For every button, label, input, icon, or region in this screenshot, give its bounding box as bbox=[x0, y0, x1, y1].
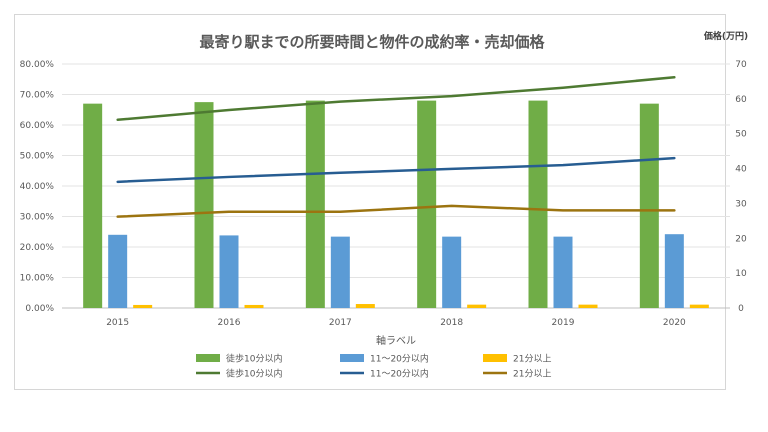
left-tick-label: 50.00% bbox=[20, 152, 55, 162]
x-tick-label: 2018 bbox=[440, 318, 463, 328]
bar bbox=[528, 100, 548, 308]
right-tick-label: 50 bbox=[735, 130, 747, 140]
series-line bbox=[116, 156, 676, 184]
legend-label: 11～20分以内 bbox=[370, 353, 429, 365]
right-tick-label: 30 bbox=[735, 199, 747, 209]
bar bbox=[639, 103, 659, 309]
x-tick-label: 2020 bbox=[663, 318, 686, 328]
left-axis-ticks: 0.00% 10.00% 20.00% 30.00% 40.00% 50.00% 60.00… bbox=[20, 60, 55, 314]
bar bbox=[553, 236, 573, 308]
right-tick-label: 70 bbox=[735, 60, 747, 70]
bar bbox=[689, 304, 709, 308]
bar bbox=[219, 235, 239, 308]
bar bbox=[305, 100, 325, 308]
legend-label: 11～20分以内 bbox=[370, 368, 429, 380]
bar bbox=[330, 236, 350, 308]
gridlines bbox=[62, 63, 730, 309]
legend-bar-swatch bbox=[340, 354, 364, 362]
series-line bbox=[116, 75, 676, 122]
bar bbox=[133, 304, 153, 308]
chart-title: 最寄り駅までの所要時間と物件の成約率・売却価格 bbox=[199, 33, 545, 51]
x-axis-ticks: 2015 2016 2017 2018 2019 2020 bbox=[106, 318, 686, 328]
bar bbox=[442, 236, 462, 308]
series-line bbox=[116, 204, 676, 218]
right-tick-label: 60 bbox=[735, 95, 747, 105]
legend-label: 徒歩10分以内 bbox=[226, 368, 282, 380]
bar bbox=[244, 304, 264, 308]
legend-bar-swatch bbox=[196, 354, 220, 362]
bar bbox=[108, 234, 128, 308]
bar bbox=[417, 100, 437, 308]
right-axis-title: 価格(万円) bbox=[703, 30, 748, 42]
left-tick-label: 30.00% bbox=[20, 213, 55, 223]
legend-label: 21分以上 bbox=[513, 369, 551, 380]
right-tick-label: 0 bbox=[738, 304, 744, 314]
left-tick-label: 10.00% bbox=[20, 274, 55, 284]
left-tick-label: 70.00% bbox=[20, 91, 55, 101]
bar bbox=[578, 304, 598, 308]
line-series-group bbox=[116, 75, 676, 218]
legend-bar-swatch bbox=[483, 354, 507, 362]
left-tick-label: 20.00% bbox=[20, 243, 55, 253]
left-tick-label: 80.00% bbox=[20, 60, 55, 70]
bar bbox=[355, 304, 375, 308]
left-tick-label: 60.00% bbox=[20, 121, 55, 131]
bar bbox=[664, 234, 684, 308]
x-axis-title: 軸ラベル bbox=[376, 334, 416, 347]
left-tick-label: 0.00% bbox=[25, 304, 54, 314]
right-tick-label: 40 bbox=[735, 165, 747, 175]
right-axis-ticks: 0 10 20 30 40 50 60 70 bbox=[735, 60, 747, 314]
legend-label: 21分以上 bbox=[513, 354, 551, 365]
left-tick-label: 40.00% bbox=[20, 182, 55, 192]
bar bbox=[83, 103, 103, 309]
x-tick-label: 2017 bbox=[329, 318, 352, 328]
bar bbox=[467, 304, 487, 308]
bar-series-group bbox=[83, 100, 709, 309]
right-tick-label: 20 bbox=[735, 234, 747, 244]
x-tick-label: 2019 bbox=[552, 318, 575, 328]
x-tick-label: 2015 bbox=[106, 318, 129, 328]
right-tick-label: 10 bbox=[735, 269, 747, 279]
x-tick-label: 2016 bbox=[218, 318, 241, 328]
chart-frame bbox=[14, 14, 726, 390]
legend-label: 徒歩10分以内 bbox=[226, 353, 282, 365]
bar bbox=[194, 102, 214, 308]
